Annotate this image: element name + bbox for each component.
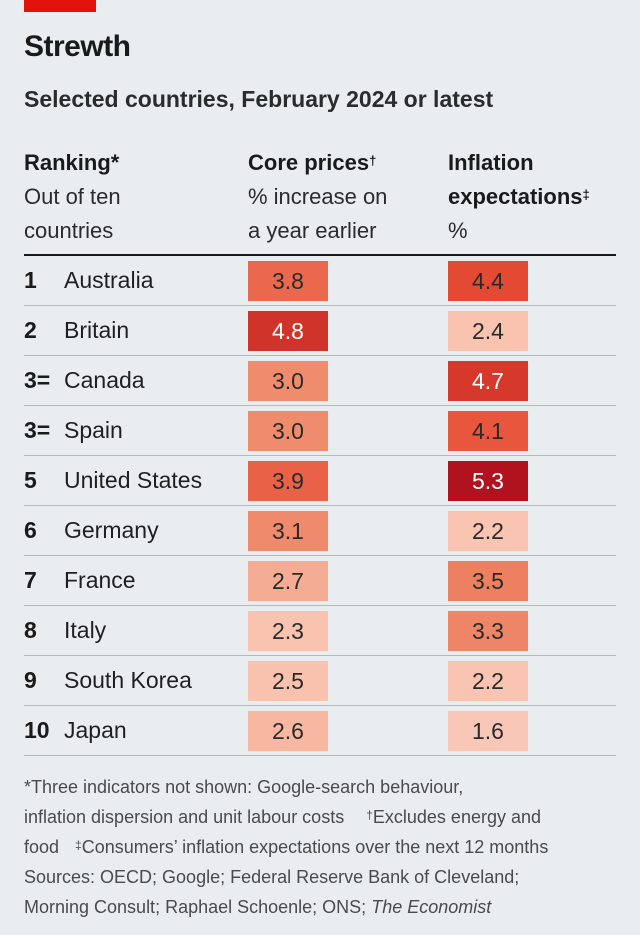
inflation-expectations-cell: 2.4 xyxy=(448,311,528,351)
inflation-expectations-cell: 4.7 xyxy=(448,361,528,401)
rank-label: 8 xyxy=(24,617,37,643)
inflation-expectations-cell: 4.1 xyxy=(448,411,528,451)
inflation-expectations-cell: 3.5 xyxy=(448,561,528,601)
core-prices-cell: 2.6 xyxy=(248,711,328,751)
core-prices-cell: 3.0 xyxy=(248,361,328,401)
brand-accent-bar xyxy=(24,0,96,12)
rank-label: 2 xyxy=(24,317,37,343)
core-header-title: Core prices xyxy=(248,150,370,175)
inflation-header-sub1: % xyxy=(448,218,468,243)
row-divider xyxy=(24,605,616,606)
table-row: 3= Canada 3.0 4.7 xyxy=(0,356,640,406)
country-label: Britain xyxy=(64,317,130,343)
table-row: 6 Germany 3.1 2.2 xyxy=(0,506,640,556)
country-label: Germany xyxy=(64,517,159,543)
rank-label: 3= xyxy=(24,417,51,443)
inflation-expectations-cell: 3.3 xyxy=(448,611,528,651)
country-label: Australia xyxy=(64,267,154,293)
rank-label: 10 xyxy=(24,717,50,743)
table-row: 10 Japan 2.6 1.6 xyxy=(0,706,640,756)
country-label: France xyxy=(64,567,136,593)
country-label: Italy xyxy=(64,617,107,643)
inflation-expectations-cell: 5.3 xyxy=(448,461,528,501)
chart-subtitle: Selected countries, February 2024 or lat… xyxy=(24,86,494,112)
footnote-dagger-mark: † xyxy=(366,808,373,822)
header-rule xyxy=(24,254,616,256)
country-label: Japan xyxy=(64,717,127,743)
row-divider xyxy=(24,755,616,756)
country-label: Spain xyxy=(64,417,123,443)
column-header-core-prices: Core prices† % increase on a year earlie… xyxy=(248,146,387,248)
table-row: 1 Australia 3.8 4.4 xyxy=(0,256,640,306)
footnote-line-2-text: inflation dispersion and unit labour cos… xyxy=(24,807,345,827)
rank-label: 7 xyxy=(24,567,37,593)
inflation-header-mark: ‡ xyxy=(582,187,590,202)
rank-label: 9 xyxy=(24,667,37,693)
chart-title: Strewth xyxy=(24,30,131,63)
footnote-line-2: inflation dispersion and unit labour cos… xyxy=(24,802,624,832)
core-prices-cell: 2.7 xyxy=(248,561,328,601)
rank-label: 6 xyxy=(24,517,37,543)
ranking-header-sub2: countries xyxy=(24,218,114,243)
row-divider xyxy=(24,555,616,556)
inflation-header-title2: expectations xyxy=(448,184,583,209)
footnote-ddagger-mark: ‡ xyxy=(75,838,82,852)
inflation-expectations-cell: 1.6 xyxy=(448,711,528,751)
ranking-header-mark: * xyxy=(110,150,120,175)
column-header-inflation-expectations: Inflation expectations‡ % xyxy=(448,146,590,248)
footnote-dagger-text: Excludes energy and xyxy=(372,807,541,827)
row-divider xyxy=(24,355,616,356)
footnotes: *Three indicators not shown: Google-sear… xyxy=(24,772,624,922)
row-divider xyxy=(24,305,616,306)
rank-label: 3= xyxy=(24,367,51,393)
row-divider xyxy=(24,405,616,406)
core-prices-cell: 3.8 xyxy=(248,261,328,301)
inflation-header-title1: Inflation xyxy=(448,150,534,175)
rank-label: 1 xyxy=(24,267,37,293)
table-row: 2 Britain 4.8 2.4 xyxy=(0,306,640,356)
inflation-expectations-cell: 4.4 xyxy=(448,261,528,301)
table-row: 7 France 2.7 3.5 xyxy=(0,556,640,606)
footnote-line-1: *Three indicators not shown: Google-sear… xyxy=(24,777,464,797)
core-header-sub2: a year earlier xyxy=(248,218,377,243)
footnote-sources-2-text: Morning Consult; Raphael Schoenle; ONS; xyxy=(24,897,367,917)
table-row: 5 United States 3.9 5.3 xyxy=(0,456,640,506)
table-row: 8 Italy 2.3 3.3 xyxy=(0,606,640,656)
country-label: United States xyxy=(64,467,203,493)
country-label: South Korea xyxy=(64,667,192,693)
footnote-sources-2: Morning Consult; Raphael Schoenle; ONS; … xyxy=(24,892,624,922)
core-prices-cell: 2.5 xyxy=(248,661,328,701)
footnote-line-3: food ‡Consumers’ inflation expectations o… xyxy=(24,832,624,862)
row-divider xyxy=(24,655,616,656)
rank-label: 5 xyxy=(24,467,37,493)
core-header-sub1: % increase on xyxy=(248,184,388,209)
core-prices-cell: 3.9 xyxy=(248,461,328,501)
footnote-publication: The Economist xyxy=(371,897,492,917)
row-divider xyxy=(24,505,616,506)
core-prices-cell: 3.0 xyxy=(248,411,328,451)
core-header-mark: † xyxy=(369,153,377,168)
ranking-header-title: Ranking xyxy=(24,150,111,175)
inflation-expectations-cell: 2.2 xyxy=(448,661,528,701)
ranking-header-sub1: Out of ten xyxy=(24,184,121,209)
core-prices-cell: 2.3 xyxy=(248,611,328,651)
core-prices-cell: 3.1 xyxy=(248,511,328,551)
row-divider xyxy=(24,455,616,456)
table-row: 9 South Korea 2.5 2.2 xyxy=(0,656,640,706)
footnote-ddagger-text: Consumers’ inflation expectations over t… xyxy=(81,837,549,857)
country-label: Canada xyxy=(64,367,145,393)
row-divider xyxy=(24,705,616,706)
footnote-line-3-text: food xyxy=(24,837,60,857)
table-row: 3= Spain 3.0 4.1 xyxy=(0,406,640,456)
footnote-sources-1: Sources: OECD; Google; Federal Reserve B… xyxy=(24,867,520,887)
column-header-ranking: Ranking* Out of ten countries xyxy=(24,146,121,248)
inflation-expectations-cell: 2.2 xyxy=(448,511,528,551)
core-prices-cell: 4.8 xyxy=(248,311,328,351)
